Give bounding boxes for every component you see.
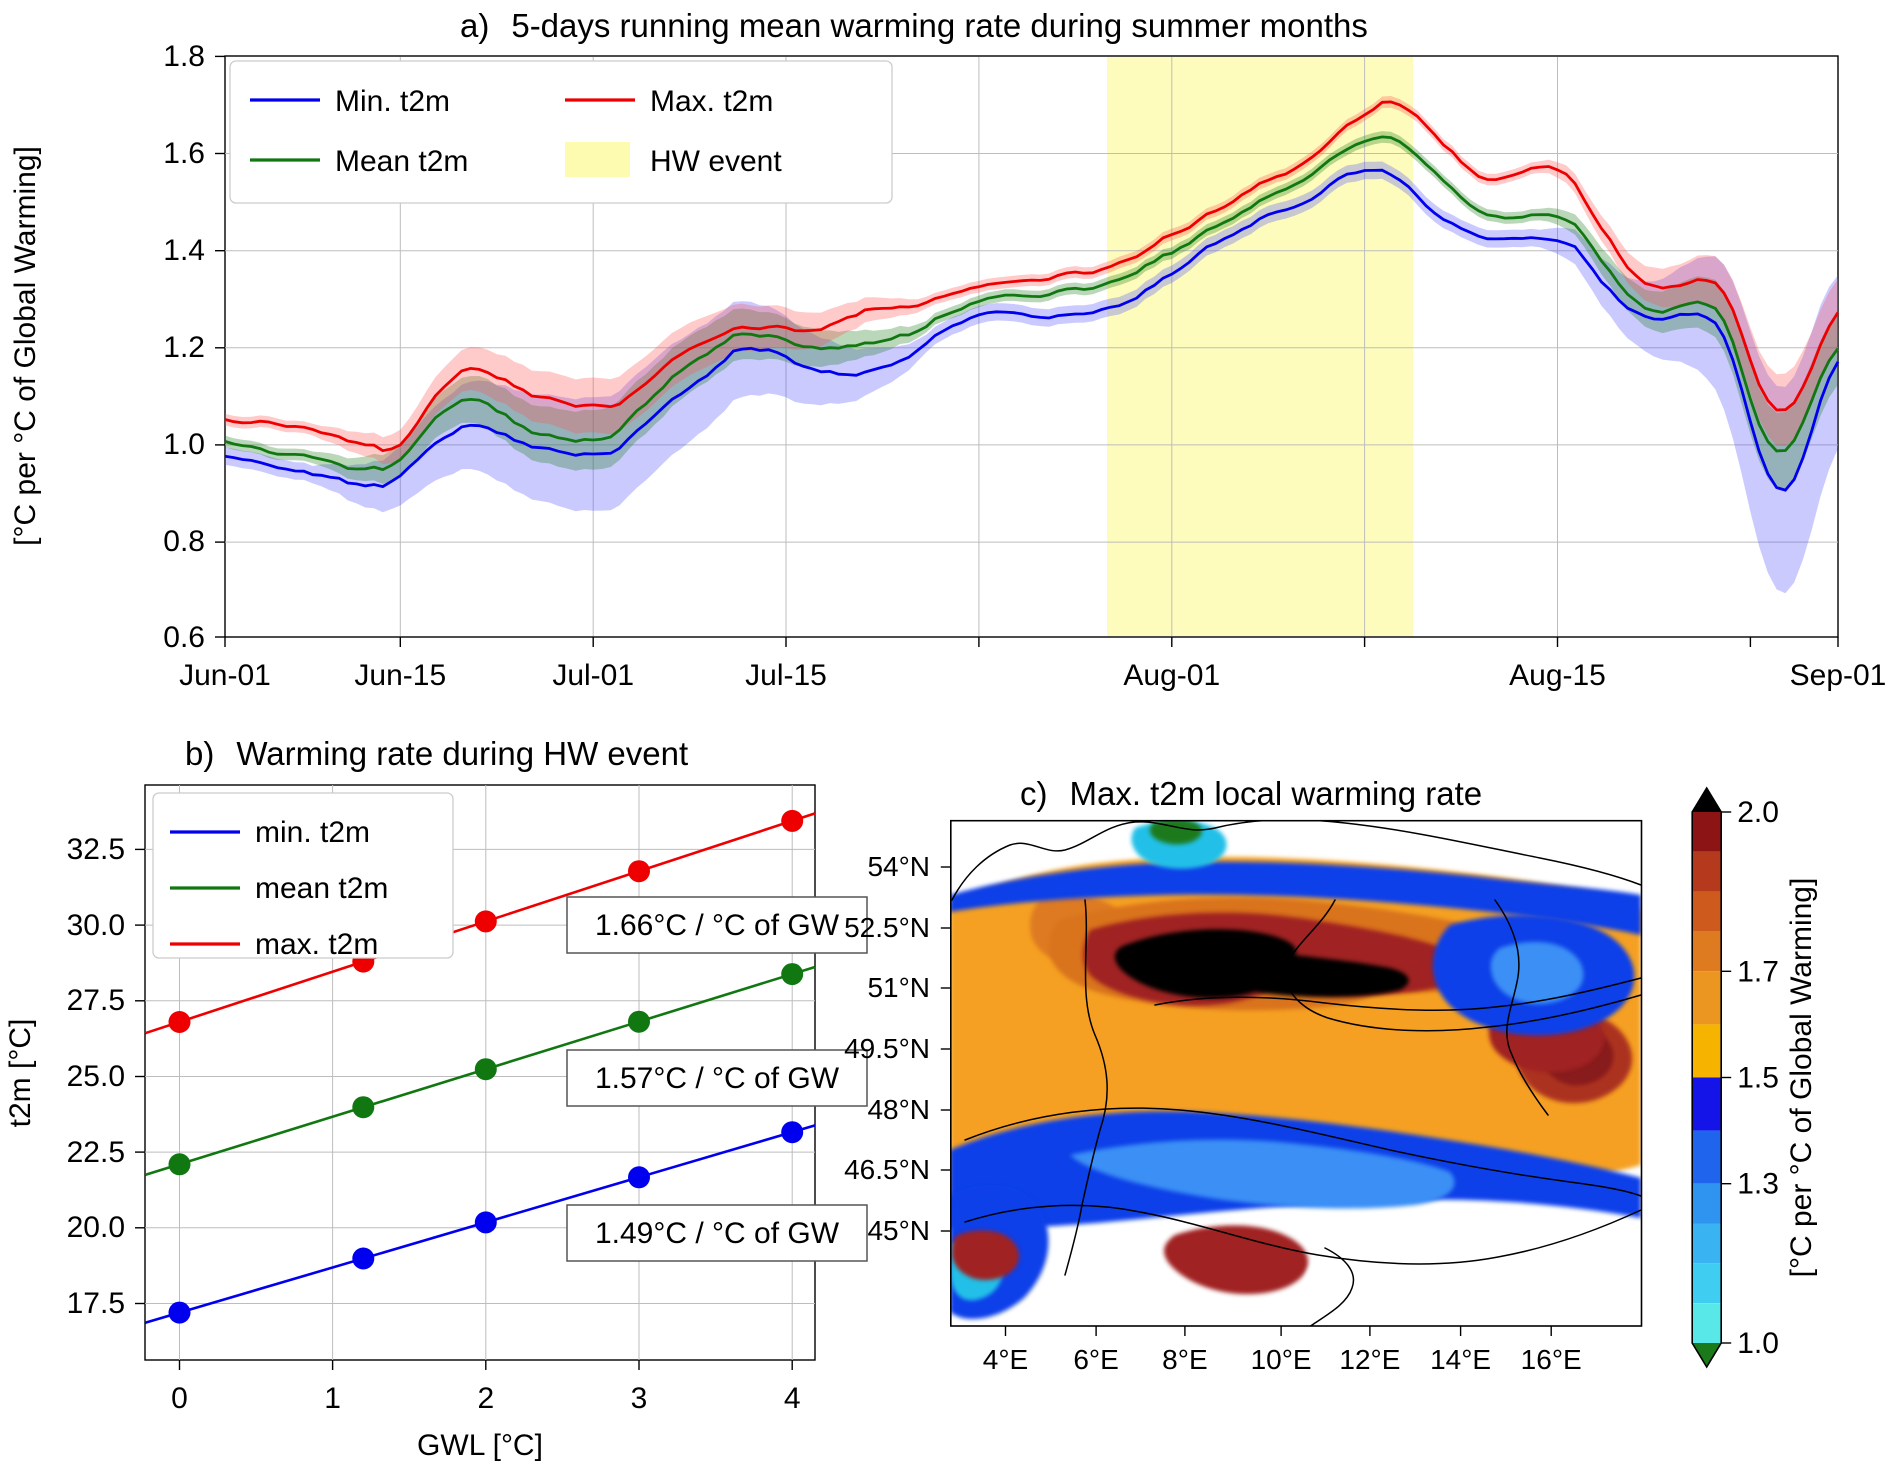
- svg-text:b)Warming rate during HW event: b) Warming rate during HW event: [185, 735, 688, 772]
- svg-text:1.7: 1.7: [1737, 955, 1779, 988]
- svg-text:Aug-15: Aug-15: [1509, 659, 1606, 692]
- svg-text:c)Max. t2m local warming rate: c) Max. t2m local warming rate: [1020, 775, 1482, 812]
- svg-text:49.5°N: 49.5°N: [844, 1033, 930, 1064]
- svg-text:Jul-15: Jul-15: [745, 659, 827, 692]
- svg-text:1.0: 1.0: [163, 428, 205, 461]
- svg-text:8°E: 8°E: [1162, 1344, 1207, 1375]
- svg-text:45°N: 45°N: [867, 1215, 930, 1246]
- svg-text:20.0: 20.0: [67, 1211, 125, 1244]
- svg-text:min. t2m: min. t2m: [255, 816, 370, 849]
- svg-text:Jun-15: Jun-15: [354, 659, 446, 692]
- svg-text:27.5: 27.5: [67, 984, 125, 1017]
- svg-text:Min. t2m: Min. t2m: [335, 85, 450, 118]
- svg-text:mean t2m: mean t2m: [255, 872, 388, 905]
- svg-text:1.49°C / °C of GW: 1.49°C / °C of GW: [595, 1217, 840, 1250]
- svg-text:Aug-01: Aug-01: [1123, 659, 1220, 692]
- svg-text:16°E: 16°E: [1521, 1344, 1582, 1375]
- svg-text:32.5: 32.5: [67, 833, 125, 866]
- svg-text:10°E: 10°E: [1251, 1344, 1312, 1375]
- svg-text:[°C per °C of Global Warming]: [°C per °C of Global Warming]: [9, 146, 42, 546]
- svg-text:0.6: 0.6: [163, 621, 205, 654]
- svg-text:GWL [°C]: GWL [°C]: [417, 1429, 543, 1462]
- svg-text:1.0: 1.0: [1737, 1327, 1779, 1360]
- svg-text:22.5: 22.5: [67, 1136, 125, 1169]
- svg-text:Mean t2m: Mean t2m: [335, 145, 468, 178]
- svg-text:6°E: 6°E: [1073, 1344, 1118, 1375]
- svg-text:52.5°N: 52.5°N: [844, 912, 930, 943]
- svg-text:3: 3: [631, 1382, 648, 1415]
- svg-text:17.5: 17.5: [67, 1287, 125, 1320]
- svg-text:14°E: 14°E: [1430, 1344, 1491, 1375]
- svg-text:1.8: 1.8: [163, 40, 205, 73]
- svg-text:HW event: HW event: [650, 145, 782, 178]
- svg-text:12°E: 12°E: [1339, 1344, 1400, 1375]
- svg-text:1.4: 1.4: [163, 234, 205, 267]
- svg-text:2: 2: [477, 1382, 494, 1415]
- svg-text:Jul-01: Jul-01: [552, 659, 634, 692]
- svg-text:25.0: 25.0: [67, 1060, 125, 1093]
- svg-text:[°C per °C of Global Warming]: [°C per °C of Global Warming]: [1785, 878, 1818, 1278]
- svg-text:1.5: 1.5: [1737, 1062, 1779, 1095]
- svg-text:2.0: 2.0: [1737, 796, 1779, 829]
- svg-text:1.3: 1.3: [1737, 1168, 1779, 1201]
- svg-text:0: 0: [171, 1382, 188, 1415]
- svg-text:1.57°C / °C of GW: 1.57°C / °C of GW: [595, 1062, 840, 1095]
- svg-text:a)5-days running mean warming: a) 5-days running mean warming rate durin…: [460, 7, 1368, 44]
- svg-text:48°N: 48°N: [867, 1094, 930, 1125]
- svg-text:30.0: 30.0: [67, 909, 125, 942]
- svg-text:46.5°N: 46.5°N: [844, 1154, 930, 1185]
- svg-text:1.66°C / °C of GW: 1.66°C / °C of GW: [595, 909, 840, 942]
- svg-text:1: 1: [324, 1382, 341, 1415]
- svg-text:51°N: 51°N: [867, 972, 930, 1003]
- svg-text:1.2: 1.2: [163, 331, 205, 364]
- svg-text:max. t2m: max. t2m: [255, 928, 378, 961]
- svg-text:4°E: 4°E: [983, 1344, 1028, 1375]
- svg-text:1.6: 1.6: [163, 137, 205, 170]
- svg-text:4: 4: [784, 1382, 801, 1415]
- svg-text:Sep-01: Sep-01: [1790, 659, 1887, 692]
- svg-text:Max. t2m: Max. t2m: [650, 85, 773, 118]
- svg-text:54°N: 54°N: [867, 851, 930, 882]
- svg-text:Jun-01: Jun-01: [179, 659, 271, 692]
- svg-text:0.8: 0.8: [163, 525, 205, 558]
- svg-text:t2m [°C]: t2m [°C]: [4, 1019, 37, 1128]
